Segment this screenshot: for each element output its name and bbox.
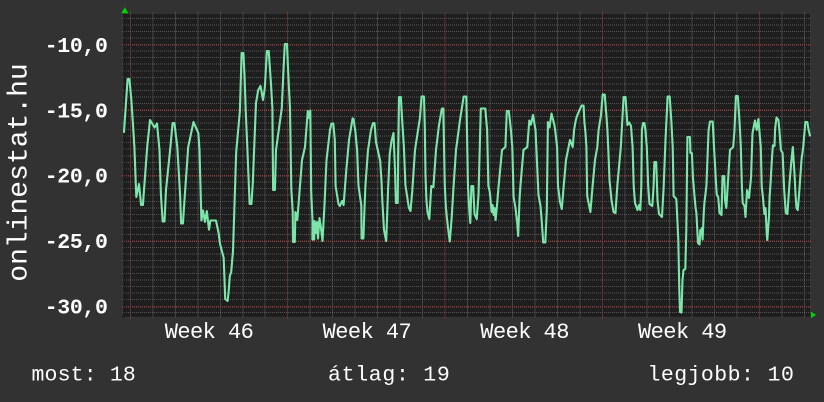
svg-text:átlag: 19: átlag: 19 — [328, 364, 450, 388]
svg-text:Week 47: Week 47 — [323, 320, 412, 345]
svg-text:-15,0: -15,0 — [45, 100, 108, 124]
svg-text:-25,0: -25,0 — [45, 231, 108, 255]
svg-text:-20,0: -20,0 — [45, 166, 108, 190]
svg-text:Week 48: Week 48 — [480, 320, 569, 345]
svg-text:Week 49: Week 49 — [638, 320, 727, 345]
svg-text:Week 46: Week 46 — [165, 320, 254, 345]
svg-text:onlinestat.hu: onlinestat.hu — [5, 63, 36, 281]
svg-text:-30,0: -30,0 — [45, 297, 108, 321]
svg-text:most: 18: most: 18 — [32, 364, 136, 388]
svg-text:legjobb: 10: legjobb: 10 — [648, 364, 795, 388]
svg-text:-10,0: -10,0 — [45, 35, 108, 59]
